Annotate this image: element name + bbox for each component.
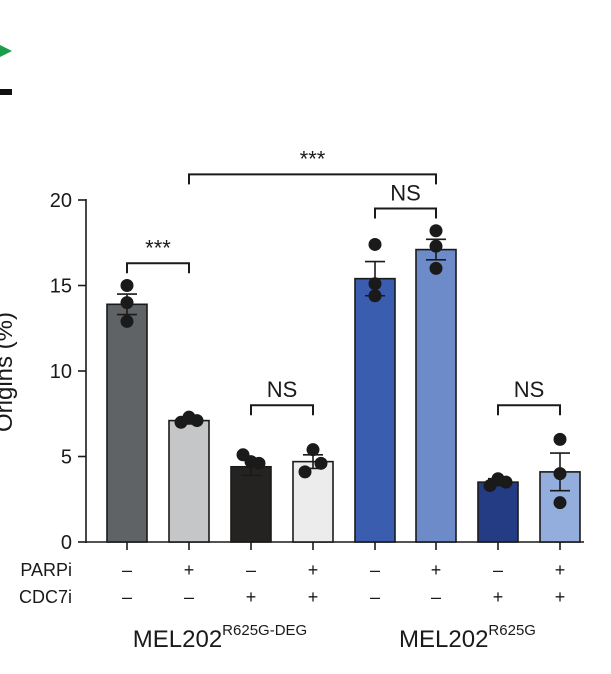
condition-value: + [308,560,319,580]
significance-label: NS [390,181,421,206]
data-point [368,289,382,303]
y-tick-label: 15 [50,276,72,298]
condition-value: + [493,587,504,607]
data-point [499,475,513,489]
data-point [368,277,382,291]
y-axis-label: Origins (%) [0,312,18,432]
data-point [298,465,312,479]
condition-value: + [246,587,257,607]
data-point [429,224,443,238]
condition-value: – [370,560,380,580]
condition-value: + [431,560,442,580]
data-point [553,467,567,481]
group-labels: MEL202R625G-DEG MEL202R625G [133,622,536,653]
condition-value: + [555,560,566,580]
condition-value: – [184,587,194,607]
condition-value: – [370,587,380,607]
y-tick-label: 0 [61,532,72,554]
significance-bracket [250,404,314,416]
condition-value: – [246,560,256,580]
bar [106,303,148,543]
condition-value: – [122,560,132,580]
significance-label: NS [514,377,545,402]
data-point [429,239,443,253]
data-point [252,456,266,470]
y-tick-label: 20 [50,190,72,212]
group-label: MEL202R625G-DEG [133,622,307,653]
bars [106,248,581,543]
data-point [120,314,134,328]
data-point [306,443,320,457]
group-label: MEL202R625G [399,622,536,653]
data-point [553,496,567,510]
data-point [429,261,443,275]
condition-value: – [431,587,441,607]
condition-value: – [493,560,503,580]
significance-bracket [188,173,437,185]
data-point [314,456,328,470]
condition-value: + [184,560,195,580]
significance-bracket [126,262,190,274]
condition-value: + [308,587,319,607]
data-points [120,224,567,510]
group-superscript: R625G-DEG [222,622,307,639]
significance-label: *** [145,235,171,260]
black-bar-fragment [0,89,12,95]
y-tick-label: 5 [61,447,72,469]
condition-value: – [122,587,132,607]
data-point [553,432,567,446]
data-point [368,237,382,251]
significance-bracket [497,404,561,416]
bar [477,481,519,543]
significance-bracket [374,207,437,219]
condition-label: CDC7i [19,587,72,607]
bar [354,277,396,543]
condition-value: + [555,587,566,607]
condition-label: PARPi [20,560,72,580]
y-tick-label: 10 [50,361,72,383]
significance-brackets: *** NS NS NS *** [126,146,561,416]
bar [168,419,210,543]
bar [415,248,457,543]
data-point [190,414,204,428]
group-superscript: R625G [488,622,536,639]
bar [230,465,272,543]
condition-rows: PARPi – + – + – + – + CDC7i – – + + – – + + [19,560,565,607]
green-arrow-icon [0,45,12,57]
data-point [120,279,134,292]
data-point [120,296,134,310]
significance-label: NS [267,377,298,402]
significance-label: *** [300,146,326,171]
